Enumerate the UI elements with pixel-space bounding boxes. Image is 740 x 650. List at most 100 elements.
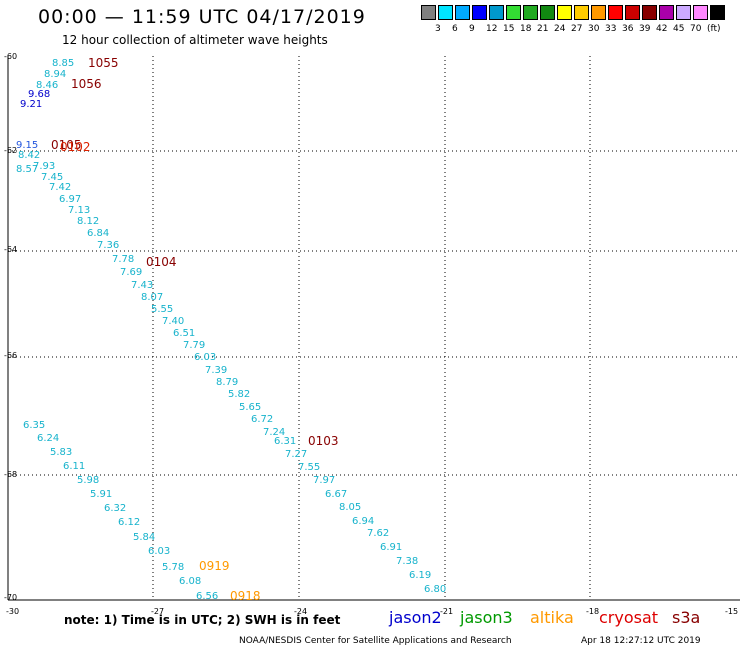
wave-height-value: 7.62 — [367, 528, 389, 539]
lat-label: -62 — [4, 146, 17, 155]
wave-height-value: 6.91 — [380, 542, 402, 553]
legend-swatch — [693, 5, 708, 20]
legend-swatch — [710, 5, 725, 20]
wave-height-value: 5.83 — [50, 447, 72, 458]
lon-label: -21 — [440, 607, 453, 616]
legend-label: 3 — [435, 24, 441, 34]
wave-height-value: 6.03 — [194, 352, 216, 363]
legend-altika: altika — [530, 608, 574, 627]
legend-label: 6 — [452, 24, 458, 34]
lon-label: -24 — [294, 607, 307, 616]
wave-height-value: 7.55 — [298, 462, 320, 473]
wave-height-value: 8.79 — [216, 377, 238, 388]
wave-height-value: 6.11 — [63, 461, 85, 472]
wave-height-value: 6.94 — [352, 516, 374, 527]
legend-swatch — [523, 5, 538, 20]
wave-height-value: 9.68 — [28, 89, 50, 100]
lon-label: -18 — [586, 607, 599, 616]
legend-label: 39 — [639, 24, 651, 34]
wave-height-value: 5.91 — [90, 489, 112, 500]
legend-swatch — [659, 5, 674, 20]
wave-height-value: 6.51 — [173, 328, 195, 339]
wave-height-value: 7.97 — [313, 475, 335, 486]
time-label: 1056 — [71, 77, 102, 91]
legend-swatch — [421, 5, 436, 20]
wave-height-value: 8.12 — [77, 216, 99, 227]
wave-height-value: 7.36 — [97, 240, 119, 251]
wave-height-value: 5.98 — [77, 475, 99, 486]
time-label: 0105 — [51, 138, 82, 152]
wave-height-value: 5.65 — [239, 402, 261, 413]
time-label: 1055 — [88, 56, 119, 70]
legend-swatch — [506, 5, 521, 20]
time-label: 0918 — [230, 589, 261, 603]
wave-height-value: 6.67 — [325, 489, 347, 500]
legend-cryosat: cryosat — [599, 608, 659, 627]
legend-label: 30 — [588, 24, 600, 34]
wave-height-value: 7.39 — [205, 365, 227, 376]
lon-label: -30 — [6, 607, 19, 616]
wave-height-value: 8.07 — [141, 292, 163, 303]
legend-swatch — [489, 5, 504, 20]
time-label: 0102 — [60, 140, 91, 154]
legend-swatch — [608, 5, 623, 20]
time-label: 0104 — [146, 255, 177, 269]
wave-height-value: 6.97 — [59, 194, 81, 205]
wave-height-value: 7.79 — [183, 340, 205, 351]
map-subtitle: 12 hour collection of altimeter wave hei… — [62, 33, 328, 47]
legend-swatch — [676, 5, 691, 20]
wave-height-value: 6.12 — [118, 517, 140, 528]
legend-label: 42 — [656, 24, 668, 34]
wave-height-value: 6.19 — [409, 570, 431, 581]
wave-height-value: 7.40 — [162, 316, 184, 327]
wave-height-value: 6.84 — [87, 228, 109, 239]
footer-date: Apr 18 12:27:12 UTC 2019 — [581, 636, 701, 646]
wave-height-value: 5.55 — [151, 304, 173, 315]
wave-height-value: 6.56 — [196, 591, 218, 602]
legend-label: 36 — [622, 24, 634, 34]
wave-height-value: 6.31 — [274, 436, 296, 447]
wave-height-value: 7.27 — [285, 449, 307, 460]
wave-height-value: 9.21 — [20, 99, 42, 110]
legend-swatch — [455, 5, 470, 20]
legend-jason3: jason3 — [460, 608, 513, 627]
legend-swatch — [642, 5, 657, 20]
wave-height-value: 7.42 — [49, 182, 71, 193]
lat-label: -66 — [4, 351, 17, 360]
legend-s3a: s3a — [672, 608, 701, 627]
map-title: 00:00 — 11:59 UTC 04/17/2019 — [38, 6, 366, 28]
wave-height-value: 7.13 — [68, 205, 90, 216]
note-text: note: 1) Time is in UTC; 2) SWH is in fe… — [64, 613, 341, 627]
wave-height-value: 8.57 — [16, 164, 38, 175]
legend-jason2: jason2 — [389, 608, 442, 627]
wave-height-value: 8.94 — [44, 69, 66, 80]
wave-height-value: 6.32 — [104, 503, 126, 514]
wave-height-value: 6.72 — [251, 414, 273, 425]
wave-height-value: 7.69 — [120, 267, 142, 278]
legend-swatch — [438, 5, 453, 20]
legend-label: 70 — [690, 24, 702, 34]
wave-height-value: 6.35 — [23, 420, 45, 431]
lat-label: -60 — [4, 52, 17, 61]
time-label: 0103 — [308, 434, 339, 448]
lon-label: -15 — [725, 607, 738, 616]
legend-label: 24 — [554, 24, 566, 34]
lat-label: -70 — [4, 593, 17, 602]
legend-swatch — [591, 5, 606, 20]
lat-label: -64 — [4, 245, 17, 254]
wave-height-value: 6.08 — [179, 576, 201, 587]
wave-height-value: 7.24 — [263, 427, 285, 438]
legend-label: 33 — [605, 24, 617, 34]
legend-label: 45 — [673, 24, 685, 34]
wave-height-value: 5.78 — [162, 562, 184, 573]
legend-swatch — [540, 5, 555, 20]
wave-height-value: 6.80 — [424, 584, 446, 595]
footer-org: NOAA/NESDIS Center for Satellite Applica… — [239, 636, 512, 646]
legend-swatch — [557, 5, 572, 20]
wave-height-value: 8.42 — [18, 150, 40, 161]
legend-swatch — [574, 5, 589, 20]
wave-height-value: 7.93 — [33, 161, 55, 172]
lon-label: -27 — [151, 607, 164, 616]
